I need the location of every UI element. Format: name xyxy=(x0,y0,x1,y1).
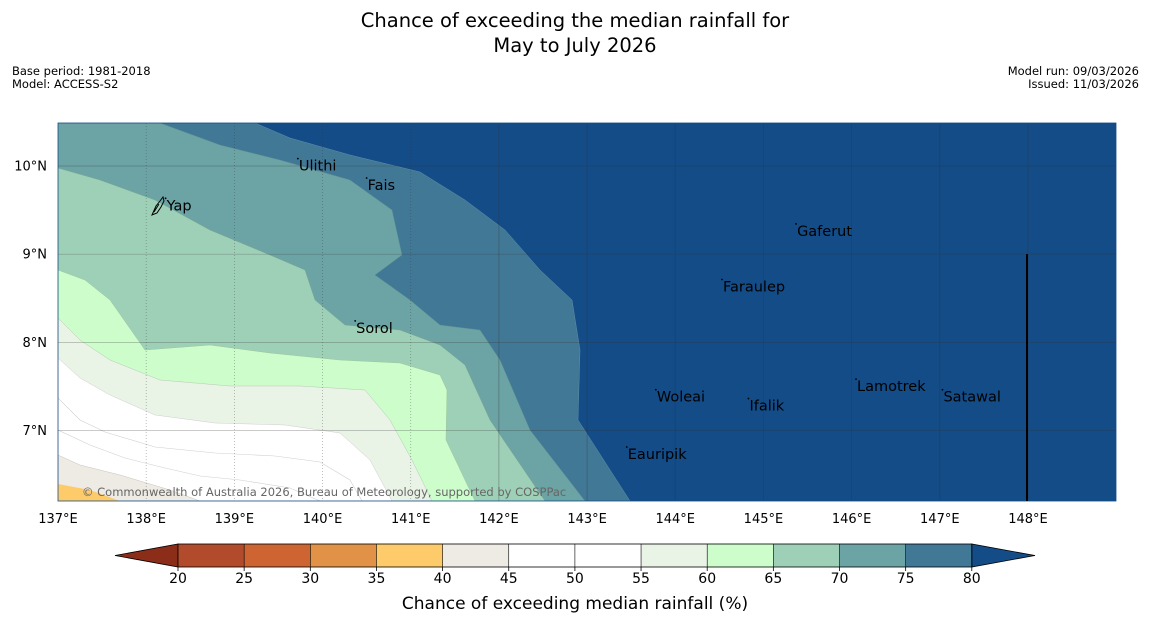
place-label: Ulithi xyxy=(299,159,337,175)
colorbar-swatch xyxy=(376,544,443,567)
lon-label: 147°E xyxy=(920,512,960,527)
colorbar-swatch xyxy=(641,544,708,567)
yap-island-outline xyxy=(151,195,165,216)
place-label: Ifalik xyxy=(749,399,784,415)
place-labels: Yap Ulithi Fais Gaferut Faraulep Sorol Lamotre… xyxy=(164,157,1001,463)
colorbar: 20 25 30 35 40 45 50 55 60 65 70 75 80 xyxy=(114,543,1036,587)
meta-left: Base period: 1981-2018 Model: ACCESS-S2 xyxy=(12,65,151,91)
colorbar-tick-label: 50 xyxy=(566,571,584,587)
colorbar-swatch xyxy=(707,544,774,567)
place-dot xyxy=(625,446,628,448)
model-name: Model: ACCESS-S2 xyxy=(12,77,119,91)
place-label: Fais xyxy=(368,178,395,194)
colorbar-tick-label: 45 xyxy=(500,571,518,587)
colorbar-swatch xyxy=(244,544,311,567)
map-title-line-1: Chance of exceeding the median rainfall … xyxy=(360,9,790,32)
colorbar-swatch xyxy=(442,544,509,567)
colorbar-tick-label: 70 xyxy=(831,571,849,587)
lon-label: 143°E xyxy=(567,512,607,527)
place-dot xyxy=(365,177,368,179)
lon-label: 144°E xyxy=(655,512,695,527)
lon-label: 138°E xyxy=(126,512,166,527)
lon-label: 139°E xyxy=(215,512,255,527)
band-40-45 xyxy=(58,454,201,501)
base-period: Base period: 1981-2018 xyxy=(12,64,151,78)
colorbar-upper-extend xyxy=(971,543,1036,568)
lon-label: 145°E xyxy=(744,512,784,527)
place-label: Satawal xyxy=(943,390,1000,406)
lon-label: 137°E xyxy=(38,512,78,527)
place-dot xyxy=(354,320,357,322)
colorbar-swatch xyxy=(905,544,972,567)
place-dot xyxy=(855,378,857,381)
longitude-axis-labels: 137°E 138°E 139°E 140°E 141°E 142°E 143°E 144°E… xyxy=(38,512,1048,527)
colorbar-swatch xyxy=(178,544,245,567)
lon-label: 140°E xyxy=(303,512,343,527)
band-35-40 xyxy=(58,484,120,501)
colorbar-lower-extend xyxy=(114,543,179,568)
lat-label: 9°N xyxy=(23,248,48,263)
place-label: Woleai xyxy=(657,390,705,406)
lat-label: 10°N xyxy=(14,160,47,175)
place-label: Faraulep xyxy=(723,279,785,295)
colorbar-tick-label: 25 xyxy=(235,571,253,587)
colorbar-tick-label: 80 xyxy=(963,571,981,587)
map-frame xyxy=(57,122,1117,502)
place-label: Gaferut xyxy=(797,224,852,240)
latitude-gridlines xyxy=(58,165,1116,431)
place-dot xyxy=(721,278,723,281)
colorbar-tick-label: 55 xyxy=(632,571,650,587)
lon-label: 148°E xyxy=(1008,512,1048,527)
lat-label: 7°N xyxy=(23,424,48,439)
contour-line xyxy=(58,397,363,501)
latitude-axis-labels: 10°N 9°N 8°N 7°N xyxy=(14,160,47,440)
colorbar-tick-label: 20 xyxy=(169,571,187,587)
colorbar-tick-label: 75 xyxy=(897,571,915,587)
place-label: Eauripik xyxy=(628,447,687,463)
colorbar-tick-label: 40 xyxy=(434,571,452,587)
contour-line xyxy=(58,429,321,501)
place-dot xyxy=(795,223,797,225)
colorbar-swatch xyxy=(839,544,906,567)
band-45-55 xyxy=(58,357,393,501)
lon-label: 141°E xyxy=(391,512,431,527)
copyright-notice: © Commonwealth of Australia 2026, Bureau… xyxy=(82,485,566,499)
place-label: Lamotrek xyxy=(857,379,926,395)
place-label: Yap xyxy=(166,198,192,214)
place-label: Sorol xyxy=(356,321,393,337)
place-dot xyxy=(747,397,750,400)
place-dot xyxy=(164,197,167,200)
colorbar-swatch xyxy=(508,544,575,567)
colorbar-tick-label: 60 xyxy=(698,571,716,587)
colorbar-tick-label: 30 xyxy=(301,571,319,587)
colorbar-tick-label: 35 xyxy=(368,571,386,587)
map-title-line-2: May to July 2026 xyxy=(493,34,657,57)
model-run: Model run: 09/03/2026 xyxy=(1007,64,1139,78)
lon-label: 142°E xyxy=(479,512,519,527)
rainfall-contour-map xyxy=(58,123,1116,501)
place-dot xyxy=(654,388,657,391)
colorbar-swatch xyxy=(574,544,642,567)
issued-date: Issued: 11/03/2026 xyxy=(1028,77,1139,91)
lat-label: 8°N xyxy=(23,336,48,351)
colorbar-swatch xyxy=(773,544,840,567)
colorbar-swatch xyxy=(310,544,377,567)
lon-label: 146°E xyxy=(832,512,872,527)
place-dot xyxy=(296,157,299,160)
colorbar-title: Chance of exceeding median rainfall (%) xyxy=(401,594,749,614)
colorbar-tick-label: 65 xyxy=(764,571,782,587)
place-dot xyxy=(941,388,944,391)
meta-right: Model run: 09/03/2026 Issued: 11/03/2026 xyxy=(1008,65,1139,91)
